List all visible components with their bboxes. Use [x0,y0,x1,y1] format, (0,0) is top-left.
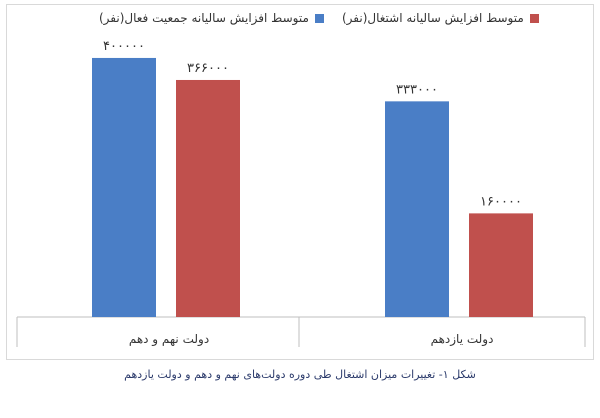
data-label: ۳۶۶۰۰۰ [187,61,229,76]
legend-item-active-population: متوسط افزایش سالیانه جمعیت فعال(نفر) [99,11,324,25]
data-label: ۴۰۰۰۰۰ [103,39,145,54]
chart-frame: متوسط افزایش سالیانه اشتغال(نفر) متوسط ا… [6,4,594,360]
data-label: ۳۳۳۰۰۰ [396,82,438,97]
legend-swatch-employment [529,13,539,23]
bar [176,79,240,317]
category-label: دولت نهم و دهم [129,332,209,347]
figure-caption: شکل ۱- تغییرات میزان اشتغال طی دوره دولت… [124,368,476,381]
data-label: ۱۶۰۰۰۰ [480,194,522,209]
legend-swatch-active-population [314,13,324,23]
bar [385,101,449,317]
category-label: دولت یازدهم [431,332,494,347]
bar [92,57,156,317]
legend-label-active-population: متوسط افزایش سالیانه جمعیت فعال(نفر) [99,11,309,25]
legend-label-employment: متوسط افزایش سالیانه اشتغال(نفر) [342,11,524,25]
bar [469,213,533,317]
bar-chart: ۴۰۰۰۰۰ ۳۳۳۰۰۰ ۳۶۶۰۰۰ ۱۶۰۰۰۰ دولت نهم و دهم دو… [16,39,586,347]
legend-item-employment: متوسط افزایش سالیانه اشتغال(نفر) [342,11,539,25]
